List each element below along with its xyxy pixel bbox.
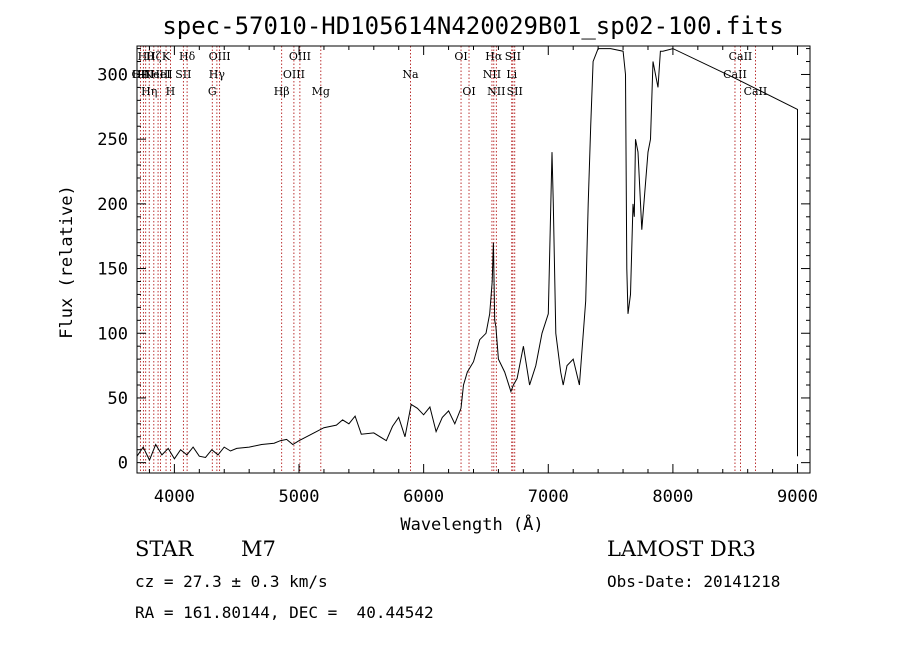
y-tick-label: 0 [118,454,128,474]
y-tick-label: 250 [97,130,128,150]
y-axis-label: Flux (relative) [57,185,77,339]
x-tick-label: 6000 [403,487,444,507]
marker-label: Hγ [209,68,226,81]
y-tick-label: 200 [97,195,128,215]
chart-title: spec-57010-HD105614N420029B01_sp02-100.f… [162,12,783,40]
x-tick-label: 5000 [279,487,320,507]
marker-label: OI [454,50,467,63]
marker-label: H [166,85,176,98]
marker-label: Mg [312,85,330,98]
subclass: M7 [241,537,276,561]
y-axis: 0 50 100 150 200 250 300 [97,48,810,474]
x-axis: 4000 5000 6000 7000 8000 9000 [148,46,818,507]
redshift-line: cz = 27.3 ± 0.3 km/s [135,572,328,591]
obs-date: Obs-Date: 20141218 [607,572,781,591]
marker-label: G [208,85,217,98]
coordinates: RA = 161.80144, DEC = 40.44542 [135,603,434,622]
y-tick-label: 50 [108,389,128,409]
x-tick-label: 7000 [528,487,569,507]
marker-label: K [162,50,171,63]
marker-label: HeI [150,68,170,81]
marker-labels: OIIHIIIHθHηHζNeIIIHeIKHSIIHδGHγOIIIHβOII… [132,50,768,98]
spectrum-line [136,48,798,462]
marker-label: Hδ [179,50,196,63]
marker-label: NeIII [143,68,172,81]
marker-label: Hζ [146,50,162,63]
marker-label: OI [462,85,475,98]
y-tick-label: 100 [97,324,128,344]
marker-label: OIII [283,68,305,81]
marker-label: CaII [744,85,768,98]
marker-label: NII [483,68,501,81]
marker-label: NII [487,85,505,98]
marker-label: CaII [723,68,747,81]
marker-label: Hβ [274,85,290,98]
marker-label: SII [175,68,191,81]
marker-label: CaII [729,50,753,63]
marker-label: Li [506,68,517,81]
marker-label: OIII [289,50,311,63]
plot-frame [136,45,811,474]
marker-label: Hη [141,85,157,98]
marker-label: Hθ [138,50,155,63]
x-tick-label: 4000 [154,487,195,507]
y-tick-label: 150 [97,260,128,280]
survey-name: LAMOST DR3 [607,537,756,561]
y-tick-label: 300 [97,65,128,85]
marker-label: OIII [209,50,231,63]
x-tick-label: 9000 [777,487,818,507]
marker-label: SII [507,85,523,98]
x-axis-label: Wavelength (Å) [400,513,543,535]
x-tick-label: 8000 [652,487,693,507]
object-class: STAR [135,537,194,561]
marker-label: SII [505,50,521,63]
marker-label: Na [402,68,419,81]
marker-lines [139,46,756,473]
marker-label: Hα [485,50,503,63]
